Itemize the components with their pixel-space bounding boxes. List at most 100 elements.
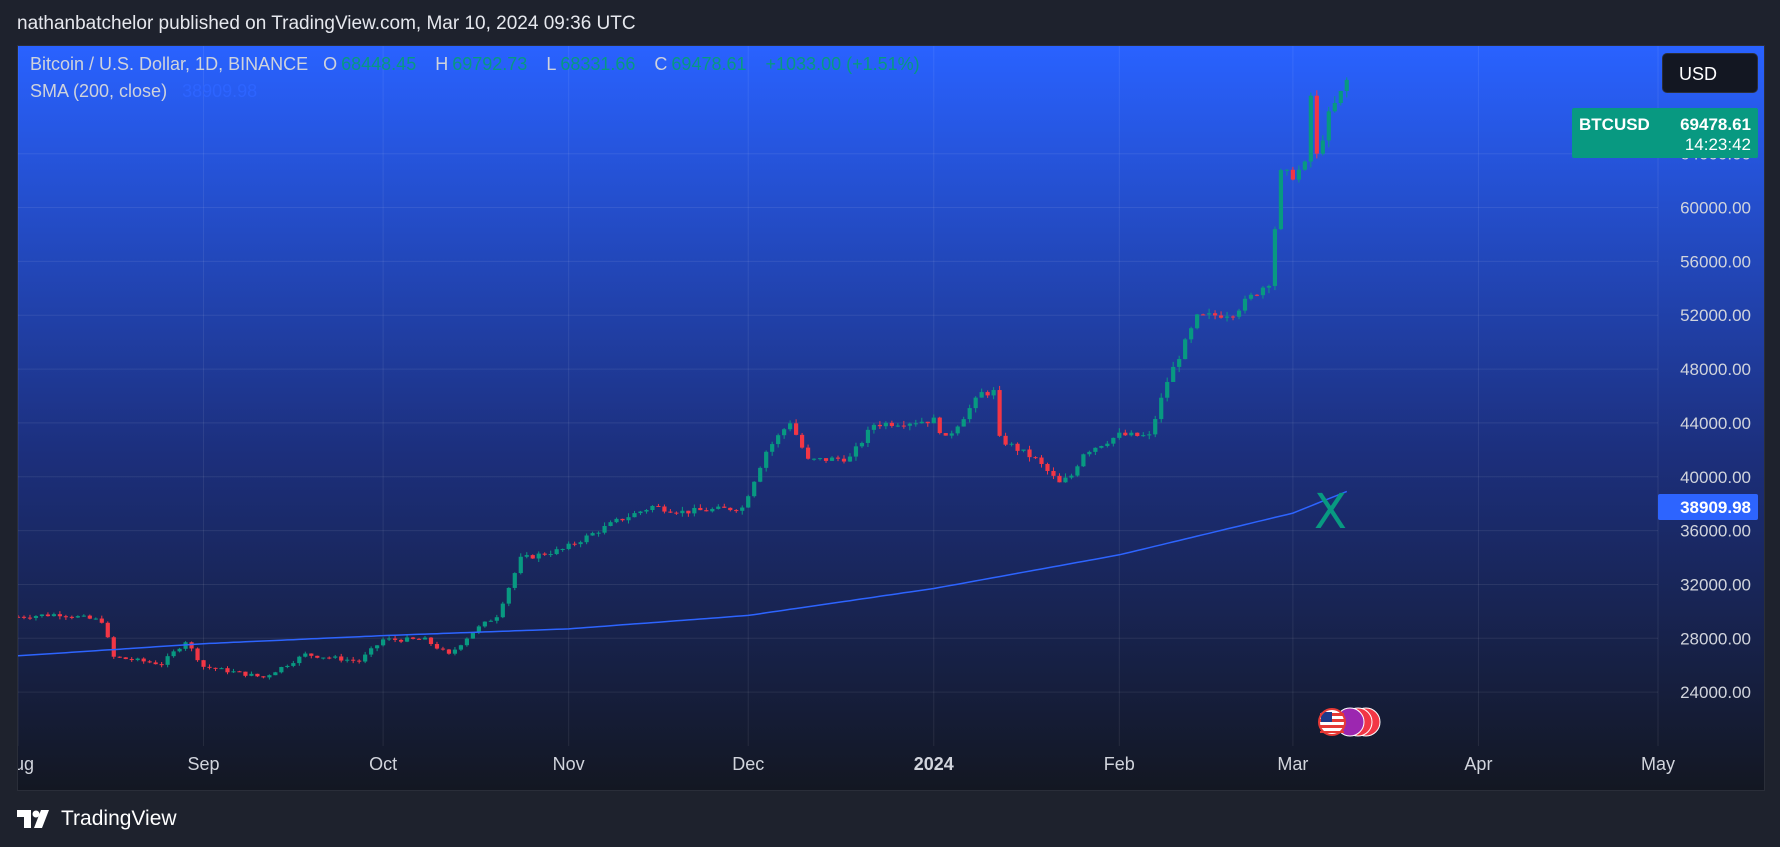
time-tick-label: Dec xyxy=(732,754,764,774)
candle-body xyxy=(764,451,769,468)
candle xyxy=(422,636,428,640)
candle xyxy=(231,668,236,673)
candle xyxy=(363,651,368,664)
symbol-legend[interactable]: Bitcoin / U.S. Dollar, 1D, BINANCE O 6844… xyxy=(30,54,934,75)
candle xyxy=(1189,326,1194,343)
candle-body xyxy=(1302,161,1307,170)
candle-body xyxy=(829,457,835,461)
candle xyxy=(776,433,781,448)
candle-body xyxy=(770,444,775,452)
candle xyxy=(710,507,715,513)
candle-body xyxy=(859,442,865,447)
candle xyxy=(943,432,948,436)
candle-body xyxy=(297,656,302,664)
candle-body xyxy=(351,659,356,661)
price-tick-label: 36000.00 xyxy=(1680,522,1751,541)
candle xyxy=(1236,308,1242,320)
candle-body xyxy=(811,458,817,460)
us-flag-icon[interactable] xyxy=(1318,708,1346,736)
candle-body xyxy=(1236,310,1242,317)
last-price-value: 69478.61 xyxy=(1680,115,1751,134)
candle-body xyxy=(644,510,649,512)
candle xyxy=(740,505,745,515)
candle xyxy=(1201,313,1206,316)
candle-body xyxy=(1320,140,1325,154)
candle-body xyxy=(614,518,619,523)
candle xyxy=(470,632,475,639)
low-value: 68331.66 xyxy=(560,54,636,74)
candle xyxy=(1087,450,1092,457)
candle-body xyxy=(788,423,793,430)
candle-body xyxy=(99,618,104,623)
candle-body xyxy=(315,655,320,658)
candle-body xyxy=(1290,169,1295,180)
candle-body xyxy=(1027,449,1032,458)
candle-body xyxy=(1326,111,1331,141)
last-price-tag: BTCUSD 69478.61 14:23:42 xyxy=(1572,108,1758,158)
candle xyxy=(602,522,607,535)
candle xyxy=(829,456,835,462)
candle-body xyxy=(799,434,805,448)
time-axis[interactable]: Aug Sep Oct Nov Dec 2024 Feb Mar Apr May xyxy=(18,754,1675,774)
candle xyxy=(1207,308,1212,319)
candle xyxy=(788,420,793,432)
candle-body xyxy=(225,668,230,673)
candle xyxy=(279,666,284,674)
candle-body xyxy=(1111,437,1116,444)
tradingview-logo[interactable]: TradingView xyxy=(17,807,177,831)
candle xyxy=(877,421,882,429)
candle xyxy=(357,659,362,664)
economic-event-markers[interactable] xyxy=(1318,707,1381,737)
candle xyxy=(375,645,380,652)
candle xyxy=(135,657,140,662)
candle xyxy=(369,646,374,657)
candle xyxy=(907,422,912,431)
candle-body xyxy=(231,671,236,673)
candle-body xyxy=(1081,454,1086,467)
candle-body xyxy=(1308,95,1313,162)
candle-body xyxy=(991,390,996,396)
candle-body xyxy=(255,673,260,677)
candle xyxy=(512,572,517,591)
candle xyxy=(345,657,350,663)
candle-body xyxy=(722,506,727,508)
candle xyxy=(225,666,230,675)
candle-body xyxy=(488,620,493,622)
candle-body xyxy=(632,513,637,518)
candle-body xyxy=(249,673,254,676)
sma-legend[interactable]: SMA (200, close) 38909.98 xyxy=(30,81,261,102)
candle xyxy=(1051,467,1056,480)
chart-panel[interactable]: 24000.00 28000.00 32000.00 36000.00 40000.00… xyxy=(17,45,1765,791)
candle xyxy=(1338,90,1343,106)
candle xyxy=(147,660,152,664)
candle xyxy=(997,385,1002,437)
currency-button[interactable]: USD xyxy=(1662,53,1758,93)
candle xyxy=(105,621,110,638)
candle-body xyxy=(416,638,422,640)
bar-countdown: 14:23:42 xyxy=(1685,135,1751,154)
candle xyxy=(991,387,996,400)
candle-body xyxy=(1123,432,1128,436)
candle-body xyxy=(853,446,859,457)
candle xyxy=(704,507,709,512)
candle xyxy=(835,455,841,462)
price-tick-label: 56000.00 xyxy=(1680,252,1751,271)
candle xyxy=(1033,456,1038,460)
price-axis[interactable]: 24000.00 28000.00 32000.00 36000.00 40000.00… xyxy=(1680,145,1751,702)
candle xyxy=(153,660,158,665)
close-value: 69478.61 xyxy=(671,54,747,74)
candle xyxy=(207,664,212,670)
candle xyxy=(1057,473,1062,483)
candle xyxy=(925,421,930,427)
candle-body xyxy=(626,517,631,521)
time-tick-label: Mar xyxy=(1277,754,1308,774)
candle-body xyxy=(440,648,446,650)
candle xyxy=(18,614,21,618)
candle-body xyxy=(1033,457,1038,459)
candle xyxy=(554,546,559,556)
candle xyxy=(1218,311,1224,319)
candle-body xyxy=(153,662,158,665)
candle xyxy=(488,619,493,622)
candle-body xyxy=(901,425,906,427)
chart-canvas[interactable]: 24000.00 28000.00 32000.00 36000.00 40000.00… xyxy=(18,46,1764,790)
